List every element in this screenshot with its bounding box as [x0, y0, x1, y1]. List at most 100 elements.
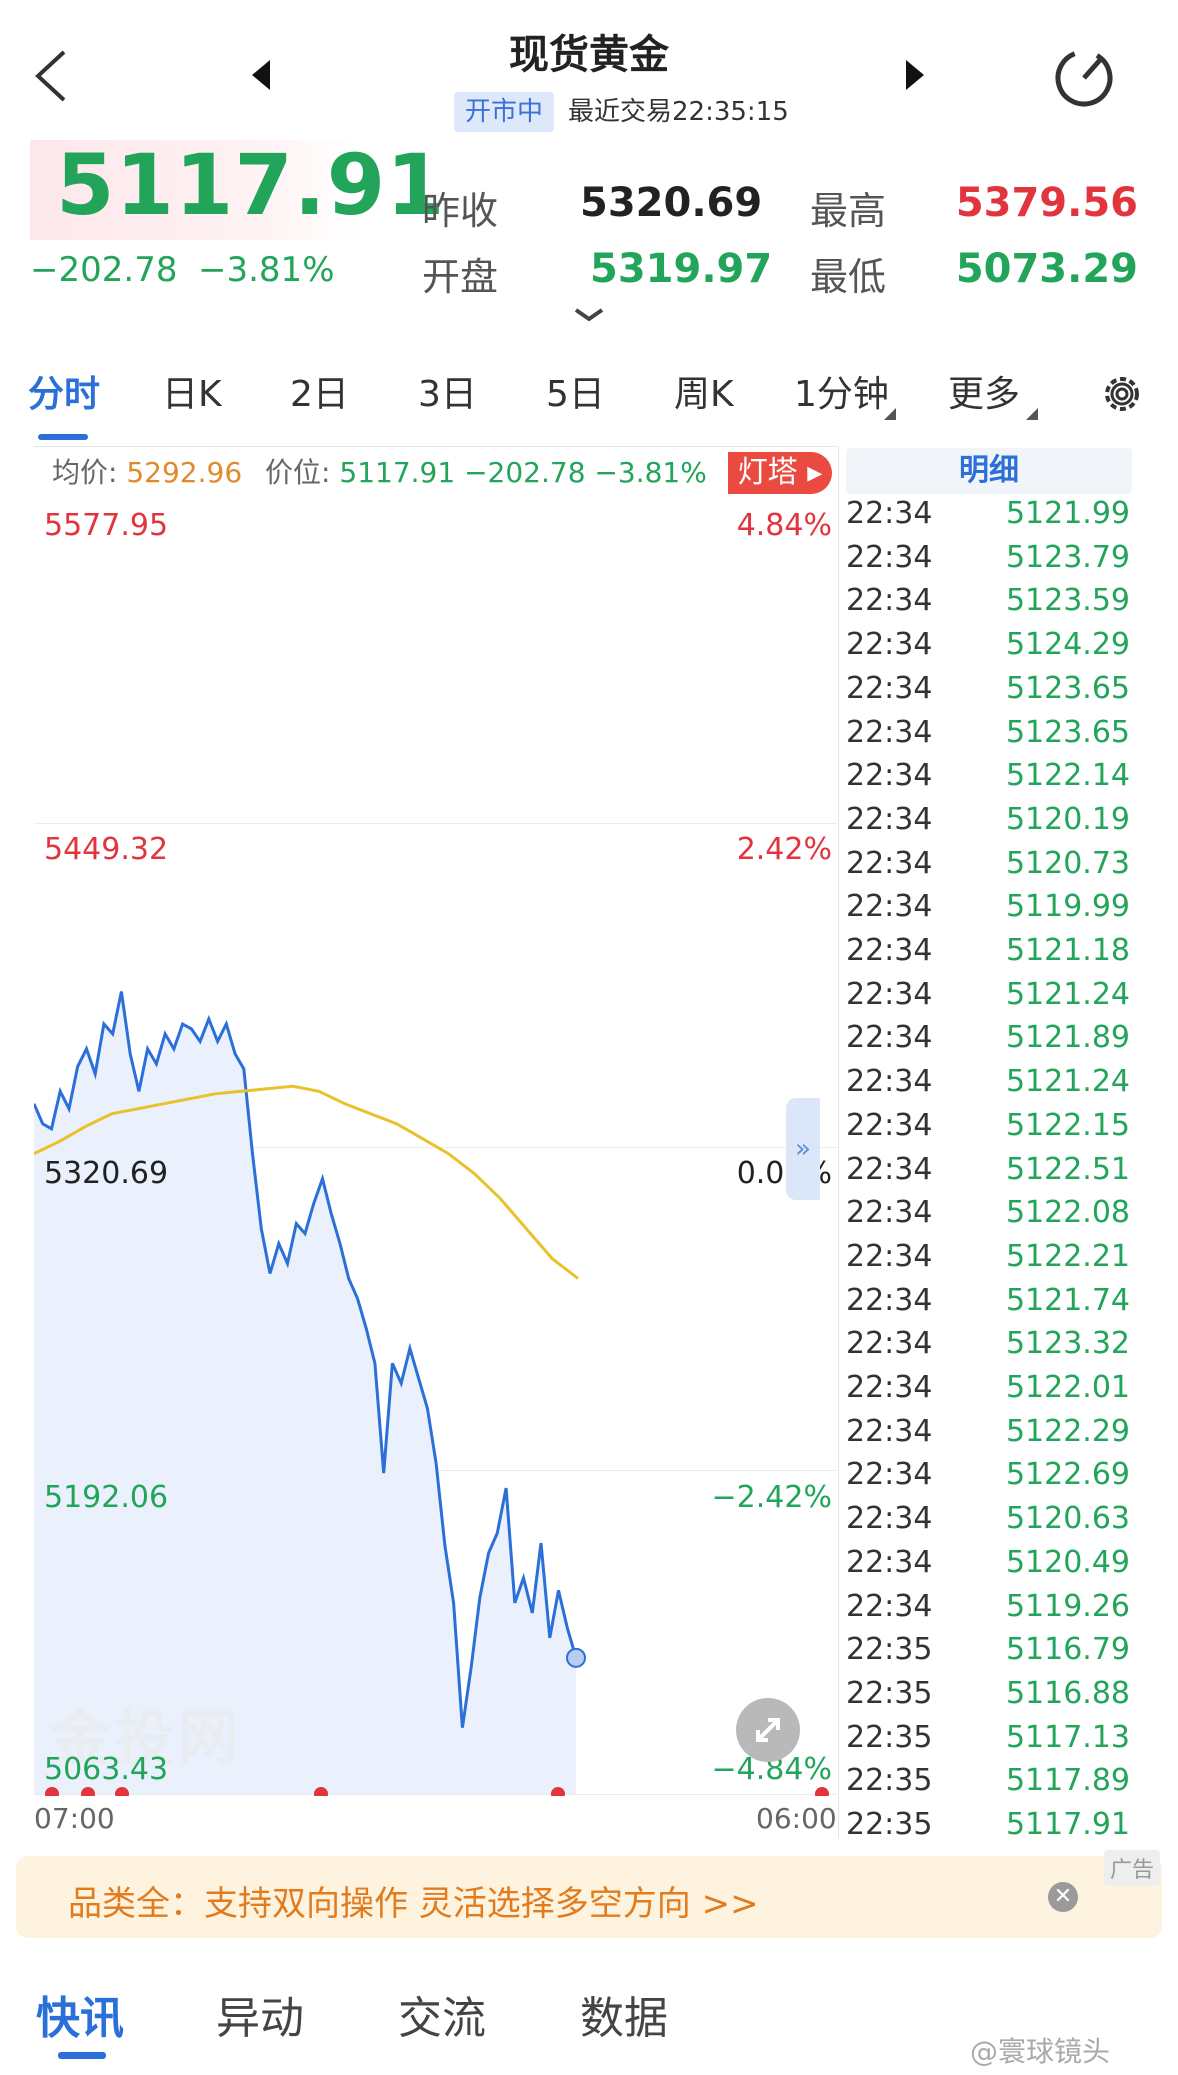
- event-marker[interactable]: [815, 1787, 829, 1796]
- back-button[interactable]: [28, 46, 78, 106]
- refresh-button[interactable]: [1052, 46, 1116, 110]
- price-change: −202.78: [30, 250, 178, 290]
- detail-time: 22:34: [846, 976, 933, 1012]
- detail-time: 22:35: [846, 1807, 933, 1842]
- detail-price: 5119.99: [1005, 889, 1130, 925]
- prev-instrument-button[interactable]: [250, 58, 274, 92]
- detail-price: 5122.08: [1005, 1195, 1130, 1231]
- price-highlight: [30, 140, 360, 240]
- ad-banner[interactable]: [16, 1856, 1162, 1938]
- high-value: 5379.56: [955, 180, 1138, 226]
- detail-price: 5124.29: [1005, 627, 1130, 663]
- chart-settings-button[interactable]: [1098, 370, 1146, 418]
- detail-row: 22:34 5122.15: [846, 1108, 1136, 1152]
- intraday-chart-frame: [34, 446, 837, 1799]
- detail-price: 5122.14: [1005, 758, 1130, 794]
- last-trade-time: 最近交易22:35:15: [568, 97, 789, 127]
- chart-info-row: 均价: 5292.96 价位: 5117.91 −202.78 −3.81%: [52, 452, 707, 494]
- detail-time: 22:34: [846, 1282, 933, 1318]
- detail-time: 22:34: [846, 845, 933, 881]
- detail-time: 22:34: [846, 627, 933, 663]
- detail-row: 22:34 5123.65: [846, 715, 1136, 759]
- bottom-tab-alerts[interactable]: 异动: [216, 1993, 304, 2044]
- detail-time: 22:35: [846, 1763, 933, 1799]
- detail-price: 5123.32: [1005, 1326, 1130, 1362]
- prev-close-value: 5320.69: [580, 180, 763, 226]
- next-instrument-button[interactable]: [902, 58, 926, 92]
- detail-price: 5121.74: [1005, 1282, 1130, 1318]
- y-tick-left: 5192.06: [44, 1480, 169, 1515]
- detail-row: 22:35 5116.88: [846, 1676, 1136, 1720]
- dengta-button[interactable]: 灯塔 ▸: [728, 452, 832, 494]
- bottom-tab-discuss[interactable]: 交流: [398, 1993, 486, 2044]
- detail-time: 22:34: [846, 1064, 933, 1100]
- tab-more[interactable]: 更多: [948, 374, 1021, 415]
- price-series-line: [34, 991, 578, 1728]
- detail-time: 22:34: [846, 1544, 933, 1580]
- avg-price-value: 5292.96: [126, 456, 243, 489]
- bottom-tab-data[interactable]: 数据: [580, 1993, 668, 2044]
- tab-1min[interactable]: 1分钟: [794, 374, 889, 415]
- detail-price: 5120.63: [1005, 1501, 1130, 1537]
- tab-2day[interactable]: 2日: [290, 374, 349, 415]
- refresh-icon: [1055, 49, 1113, 107]
- detail-header[interactable]: 明细: [846, 448, 1132, 494]
- detail-time: 22:35: [846, 1675, 933, 1711]
- detail-price: 5121.89: [1005, 1020, 1130, 1056]
- detail-price: 5117.91: [1005, 1807, 1130, 1842]
- tab-weekly-k[interactable]: 周K: [674, 374, 734, 415]
- ad-tag: 广告: [1104, 1850, 1161, 1886]
- detail-row: 22:34 5122.08: [846, 1195, 1136, 1239]
- x-tick-end: 06:00: [756, 1802, 837, 1835]
- detail-price: 5117.89: [1005, 1763, 1130, 1799]
- detail-time: 22:34: [846, 889, 933, 925]
- detail-price: 5117.13: [1005, 1719, 1130, 1755]
- chart-collapse-tab[interactable]: »: [786, 1098, 820, 1200]
- detail-time: 22:34: [846, 1195, 933, 1231]
- detail-row: 22:34 5119.99: [846, 889, 1136, 933]
- detail-row: 22:34 5121.24: [846, 1064, 1136, 1108]
- expand-chevron-icon: [574, 308, 604, 322]
- event-marker[interactable]: [314, 1787, 328, 1796]
- intraday-line-chart[interactable]: [34, 500, 837, 1796]
- x-tick-start: 07:00: [34, 1802, 115, 1835]
- detail-time: 22:34: [846, 801, 933, 837]
- chart-watermark-logo: 金投网: [50, 1704, 242, 1774]
- detail-time: 22:34: [846, 758, 933, 794]
- fullscreen-button[interactable]: [736, 1698, 800, 1762]
- detail-time: 22:34: [846, 1107, 933, 1143]
- detail-row: 22:34 5119.26: [846, 1589, 1136, 1633]
- tab-5day[interactable]: 5日: [546, 374, 605, 415]
- dengta-label: 灯塔: [737, 455, 798, 490]
- tab-daily-k[interactable]: 日K: [162, 374, 222, 415]
- ad-close-button[interactable]: ✕: [1048, 1882, 1078, 1912]
- detail-row: 22:34 5122.69: [846, 1457, 1136, 1501]
- detail-price: 5121.24: [1005, 976, 1130, 1012]
- tab-intraday[interactable]: 分时: [28, 374, 101, 415]
- detail-price: 5120.19: [1005, 801, 1130, 837]
- active-bottom-tab-indicator: [58, 2052, 106, 2059]
- detail-row: 22:34 5123.65: [846, 671, 1136, 715]
- event-marker[interactable]: [45, 1787, 59, 1796]
- active-tab-indicator: [38, 434, 88, 440]
- collapse-arrow-icon: »: [795, 1134, 811, 1164]
- detail-time: 22:34: [846, 1370, 933, 1405]
- dropdown-corner-icon: [1026, 408, 1038, 420]
- detail-price: 5121.18: [1005, 933, 1130, 968]
- event-marker[interactable]: [81, 1787, 95, 1796]
- detail-row: 22:35 5116.79: [846, 1632, 1136, 1676]
- ad-text[interactable]: 品类全：支持双向操作 灵活选择多空方向 >>: [68, 1884, 759, 1924]
- detail-time: 22:34: [846, 1238, 933, 1274]
- detail-time: 22:34: [846, 1501, 933, 1537]
- event-marker[interactable]: [115, 1787, 129, 1796]
- tab-3day[interactable]: 3日: [418, 374, 477, 415]
- detail-time: 22:35: [846, 1719, 933, 1755]
- detail-price: 5123.79: [1005, 539, 1130, 575]
- bottom-tab-news[interactable]: 快讯: [36, 1993, 124, 2044]
- y-tick-right: −2.42%: [711, 1480, 832, 1515]
- fullscreen-icon: [756, 1718, 780, 1742]
- event-marker[interactable]: [551, 1787, 565, 1796]
- expand-quote-button[interactable]: [572, 304, 606, 324]
- dropdown-corner-icon: [884, 408, 896, 420]
- detail-row: 22:34 5120.49: [846, 1545, 1136, 1589]
